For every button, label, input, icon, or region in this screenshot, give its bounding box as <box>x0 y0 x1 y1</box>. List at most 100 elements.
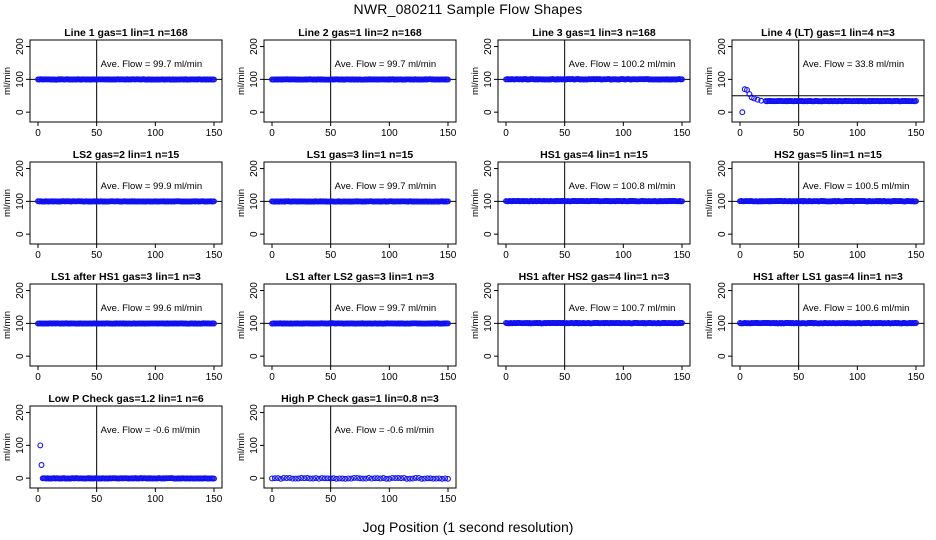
x-tick-label: 50 <box>793 372 805 383</box>
data-point <box>295 475 302 482</box>
panel-title: LS1 after HS1 gas=3 lin=1 n=3 <box>51 271 201 283</box>
average-flow-annotation: Ave. Flow = 99.6 ml/min <box>101 303 202 314</box>
y-axis-label: ml/min <box>236 433 247 461</box>
panel-7: HS1 gas=4 lin=1 n=15 0 50 100 150 0 100 200 ml/m… <box>470 149 691 261</box>
data-point <box>211 475 217 482</box>
plot-frame <box>263 39 457 123</box>
plot-frame <box>29 161 223 245</box>
data-point <box>324 475 331 482</box>
y-tick-label: 200 <box>15 38 26 55</box>
panel-12: HS1 after LS1 gas=4 lin=1 n=3 0 50 100 150 0 1… <box>704 271 925 383</box>
y-tick-label: 100 <box>483 71 494 88</box>
y-tick-label: 0 <box>15 231 26 237</box>
data-point <box>313 475 319 482</box>
x-tick-label: 0 <box>737 250 743 261</box>
x-tick-label: 150 <box>674 128 691 139</box>
data-point <box>744 86 750 93</box>
data-point <box>211 76 217 83</box>
data-points <box>269 474 451 482</box>
x-tick-label: 50 <box>793 250 805 261</box>
data-point <box>445 320 451 327</box>
x-tick-label: 100 <box>849 128 866 139</box>
data-point <box>37 442 44 449</box>
y-tick-label: 0 <box>717 231 728 237</box>
data-point <box>359 475 366 482</box>
data-point <box>315 475 322 482</box>
panel-11: HS1 after HS2 gas=4 lin=1 n=3 0 50 100 150 0 1… <box>470 271 691 383</box>
data-point <box>211 320 217 327</box>
average-flow-annotation: Ave. Flow = 100.5 ml/min <box>803 181 910 192</box>
data-point <box>277 475 284 482</box>
data-points <box>269 198 451 205</box>
x-tick-label: 150 <box>206 494 223 505</box>
average-flow-annotation: Ave. Flow = 99.7 ml/min <box>335 181 436 192</box>
y-tick-label: 100 <box>249 315 260 332</box>
average-flow-annotation: Ave. Flow = 100.2 ml/min <box>569 59 676 70</box>
y-axis-label: ml/min <box>2 311 13 339</box>
data-point <box>409 475 416 482</box>
data-point <box>298 475 305 481</box>
x-tick-label: 0 <box>35 250 41 261</box>
data-point <box>371 475 378 482</box>
y-axis-label: ml/min <box>704 189 715 217</box>
data-point <box>327 475 334 482</box>
data-point <box>365 474 372 481</box>
x-tick-label: 150 <box>674 372 691 383</box>
data-point <box>445 76 451 83</box>
data-point <box>412 474 419 481</box>
data-point <box>362 475 369 482</box>
data-points <box>269 76 451 83</box>
y-tick-label: 0 <box>717 109 728 115</box>
data-point <box>754 96 761 103</box>
data-point <box>377 475 384 482</box>
data-point <box>386 475 393 482</box>
x-tick-label: 150 <box>908 128 925 139</box>
panel-title: HS2 gas=5 lin=1 n=15 <box>774 149 882 161</box>
data-point <box>310 475 317 482</box>
x-tick-label: 100 <box>381 250 398 261</box>
panel-title: HS1 after HS2 gas=4 lin=1 n=3 <box>519 271 670 283</box>
panel-title: LS1 gas=3 lin=1 n=15 <box>307 149 414 161</box>
data-point <box>271 475 278 482</box>
x-tick-label: 50 <box>91 128 103 139</box>
data-points <box>37 442 217 482</box>
plot-frame <box>263 161 457 245</box>
data-point <box>679 198 685 205</box>
y-tick-label: 0 <box>15 353 26 359</box>
data-points <box>737 319 919 327</box>
data-point <box>283 475 290 482</box>
data-point <box>383 475 390 482</box>
panel-2: Line 2 gas=1 lin=2 n=168 0 50 100 150 0 100 200… <box>236 27 457 139</box>
panel-1: Line 1 gas=1 lin=1 n=168 0 50 100 150 0 100 200… <box>2 27 223 139</box>
x-tick-label: 150 <box>674 250 691 261</box>
y-tick-label: 100 <box>249 193 260 210</box>
data-point <box>380 475 387 481</box>
panel-14: High P Check gas=1 lin=0.8 n=3 0 50 100 150 0… <box>236 393 457 505</box>
data-point <box>389 474 396 481</box>
data-point <box>445 198 451 205</box>
panel-title: LS2 gas=2 lin=1 n=15 <box>73 149 180 161</box>
y-tick-label: 200 <box>15 282 26 299</box>
x-tick-label: 150 <box>440 128 457 139</box>
average-flow-annotation: Ave. Flow = 99.7 ml/min <box>335 59 436 70</box>
data-point <box>280 474 287 481</box>
data-point <box>427 475 434 482</box>
plot-frame <box>731 283 925 367</box>
y-axis-label: ml/min <box>2 433 13 461</box>
x-tick-label: 100 <box>381 372 398 383</box>
y-tick-label: 0 <box>717 353 728 359</box>
panel-title: Low P Check gas=1.2 lin=1 n=6 <box>48 393 203 405</box>
data-points <box>739 86 919 116</box>
x-tick-label: 150 <box>206 128 223 139</box>
y-tick-label: 100 <box>483 193 494 210</box>
y-tick-label: 0 <box>483 231 494 237</box>
x-tick-label: 0 <box>269 372 275 383</box>
data-point <box>430 475 437 482</box>
x-tick-label: 150 <box>908 250 925 261</box>
x-tick-label: 0 <box>737 128 743 139</box>
y-tick-label: 0 <box>249 109 260 115</box>
data-point <box>330 475 337 482</box>
data-points <box>35 320 217 327</box>
y-tick-label: 0 <box>15 109 26 115</box>
x-tick-label: 150 <box>206 250 223 261</box>
